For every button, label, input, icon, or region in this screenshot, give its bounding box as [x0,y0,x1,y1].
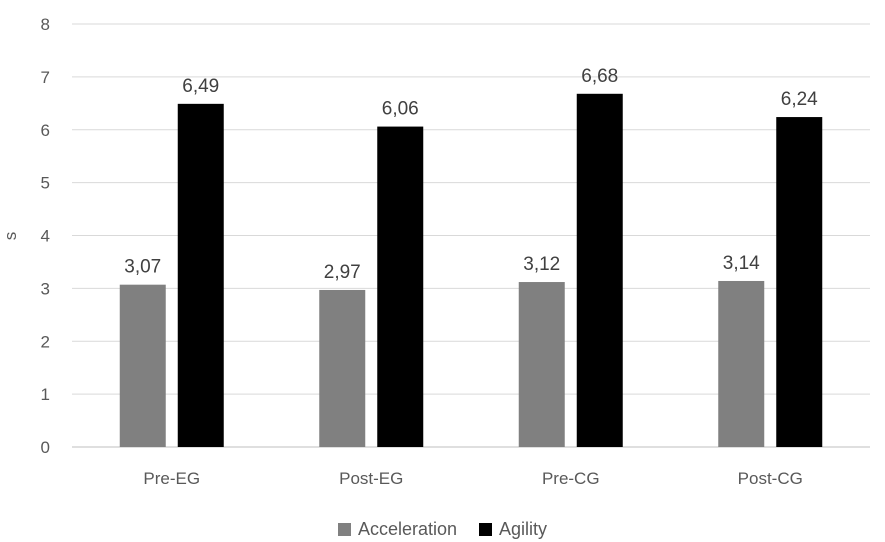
y-tick-label-1: 1 [41,385,50,404]
x-axis-ticks: Pre-EG Post-EG Pre-CG Post-CG [143,469,802,488]
x-tick-label-post-eg: Post-EG [339,469,403,488]
data-label-agility-pre-eg: 6,49 [182,76,219,97]
bar-agility-post-cg [776,117,823,447]
bars [119,93,823,448]
legend-swatch-acceleration [337,522,351,536]
bar-chart: 0 1 2 3 4 5 6 7 8 s 3,07 6,49 2,97 6,06 3,12 6,68 3,14… [1,15,870,488]
legend-swatch-agility [479,522,493,536]
bar-acceleration-post-cg [718,280,765,447]
bar-agility-post-eg [377,126,424,447]
legend-item-acceleration: Acceleration [337,518,458,540]
data-label-agility-pre-cg: 6,68 [581,66,618,87]
bar-agility-pre-eg [177,103,224,447]
legend-label-agility: Agility [499,518,548,539]
y-tick-label-2: 2 [41,332,50,351]
bar-agility-pre-cg [576,93,623,448]
y-tick-label-8: 8 [41,15,50,34]
y-tick-label-5: 5 [41,174,50,193]
y-tick-label-6: 6 [41,121,50,140]
data-label-acceleration-post-eg: 2,97 [324,262,361,283]
y-tick-label-3: 3 [41,279,50,298]
bar-acceleration-pre-eg [119,284,166,447]
x-tick-label-pre-cg: Pre-CG [542,469,600,488]
data-label-acceleration-pre-eg: 3,07 [124,257,161,278]
data-labels: 3,07 6,49 2,97 6,06 3,12 6,68 3,14 6,24 [124,66,818,283]
y-axis-ticks: 0 1 2 3 4 5 6 7 8 [41,15,50,457]
y-tick-label-0: 0 [41,438,50,457]
bar-acceleration-post-eg [319,289,366,447]
data-label-acceleration-pre-cg: 3,12 [523,254,560,275]
legend-label-acceleration: Acceleration [357,518,458,539]
data-label-acceleration-post-cg: 3,14 [723,253,760,274]
legend-item-agility: Agility [479,519,547,540]
data-label-agility-post-eg: 6,06 [382,99,419,120]
bar-acceleration-pre-cg [518,282,565,447]
x-tick-label-post-cg: Post-CG [738,469,803,488]
y-axis-title: s [1,232,20,241]
y-tick-label-4: 4 [41,227,50,246]
data-label-agility-post-cg: 6,24 [781,89,818,110]
legend: Acceleration Agility [0,516,885,542]
x-tick-label-pre-eg: Pre-EG [143,469,200,488]
y-tick-label-7: 7 [41,68,50,87]
